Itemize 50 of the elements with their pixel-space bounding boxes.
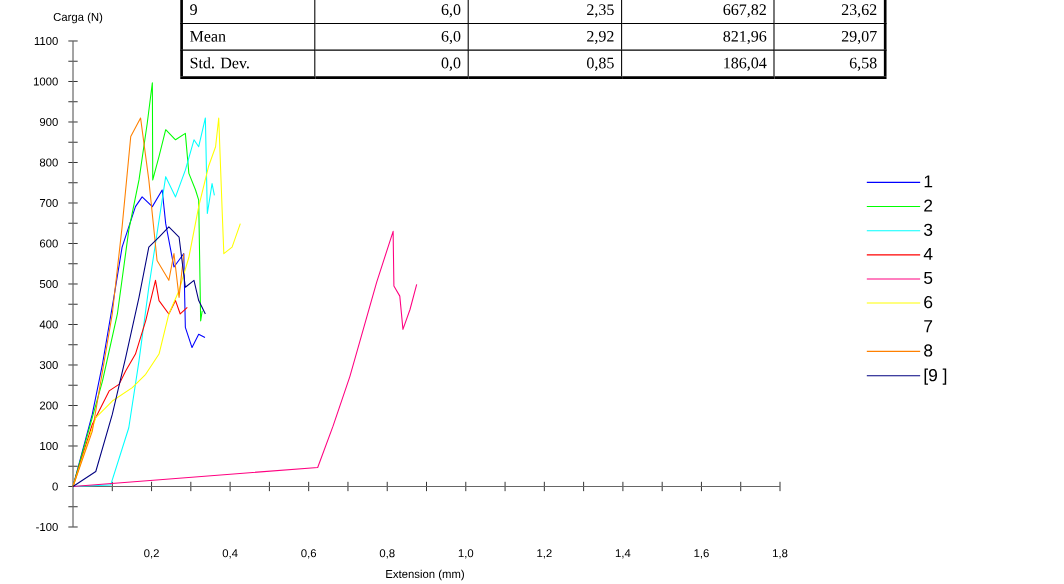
legend-label: 5 xyxy=(924,271,933,285)
y-tick-label: 1000 xyxy=(33,77,58,86)
text: 7 xyxy=(924,320,933,333)
text: 9 xyxy=(190,4,197,16)
legend-label: 3 xyxy=(924,223,933,236)
x-tick-label: 0,6 xyxy=(301,549,317,559)
annotation: 6,0 xyxy=(441,30,461,45)
text: 667,82 xyxy=(723,4,766,18)
annotation: 0,85 xyxy=(587,57,614,71)
legend-label: 8 xyxy=(924,344,933,357)
text: 23,62 xyxy=(841,4,877,18)
text: 6,58 xyxy=(849,57,877,71)
line-series xyxy=(72,117,185,488)
y-tick-label: 800 xyxy=(39,158,58,167)
legend-label: 1 xyxy=(924,175,933,188)
x-tick-label: 0,2 xyxy=(144,549,159,559)
x-tick-label: 1,8 xyxy=(772,549,788,559)
y-tick-label: 900 xyxy=(39,117,58,126)
legend-label: [9 ] xyxy=(924,368,947,385)
y-tick-label: 700 xyxy=(39,198,58,207)
y-tick-label: 200 xyxy=(39,401,58,410)
text: 6,0 xyxy=(441,4,461,18)
line-series xyxy=(72,230,418,488)
annotation: 821,96 xyxy=(723,30,767,45)
annotation: Mean xyxy=(190,31,226,42)
x-tick-label: 1,0 xyxy=(458,549,474,559)
y-tick-label: -100 xyxy=(36,522,58,531)
y-tick-label: 100 xyxy=(40,441,58,450)
text: 2,35 xyxy=(587,4,614,18)
annotation: Std. Dev. xyxy=(190,57,249,69)
legend-label: 2 xyxy=(924,199,933,212)
text: 29,07 xyxy=(841,30,877,45)
y-tick-label: 1100 xyxy=(34,36,58,45)
x-tick-label: 1,6 xyxy=(694,549,709,559)
x-tick-label: 0,4 xyxy=(222,549,238,559)
annotation: 186,04 xyxy=(724,57,767,71)
legend-label: 4 xyxy=(923,247,933,260)
y-tick-label: 400 xyxy=(39,320,58,329)
annotation: 2,92 xyxy=(587,30,614,45)
x-tick-label: 0,8 xyxy=(379,549,395,559)
y-tick-label: 300 xyxy=(39,360,58,369)
legend-label: 6 xyxy=(924,296,933,309)
x-tick-label: 1,4 xyxy=(615,549,631,559)
y-tick-label: 600 xyxy=(39,239,58,248)
y-tick-label: 500 xyxy=(39,279,58,288)
y-tick-label: 0 xyxy=(52,482,58,491)
y-axis-title: Carga (N) xyxy=(53,12,103,24)
x-tick-label: 1,2 xyxy=(537,549,552,559)
annotation: 0,0 xyxy=(441,57,461,71)
x-axis-title: Extension (mm) xyxy=(386,569,464,581)
